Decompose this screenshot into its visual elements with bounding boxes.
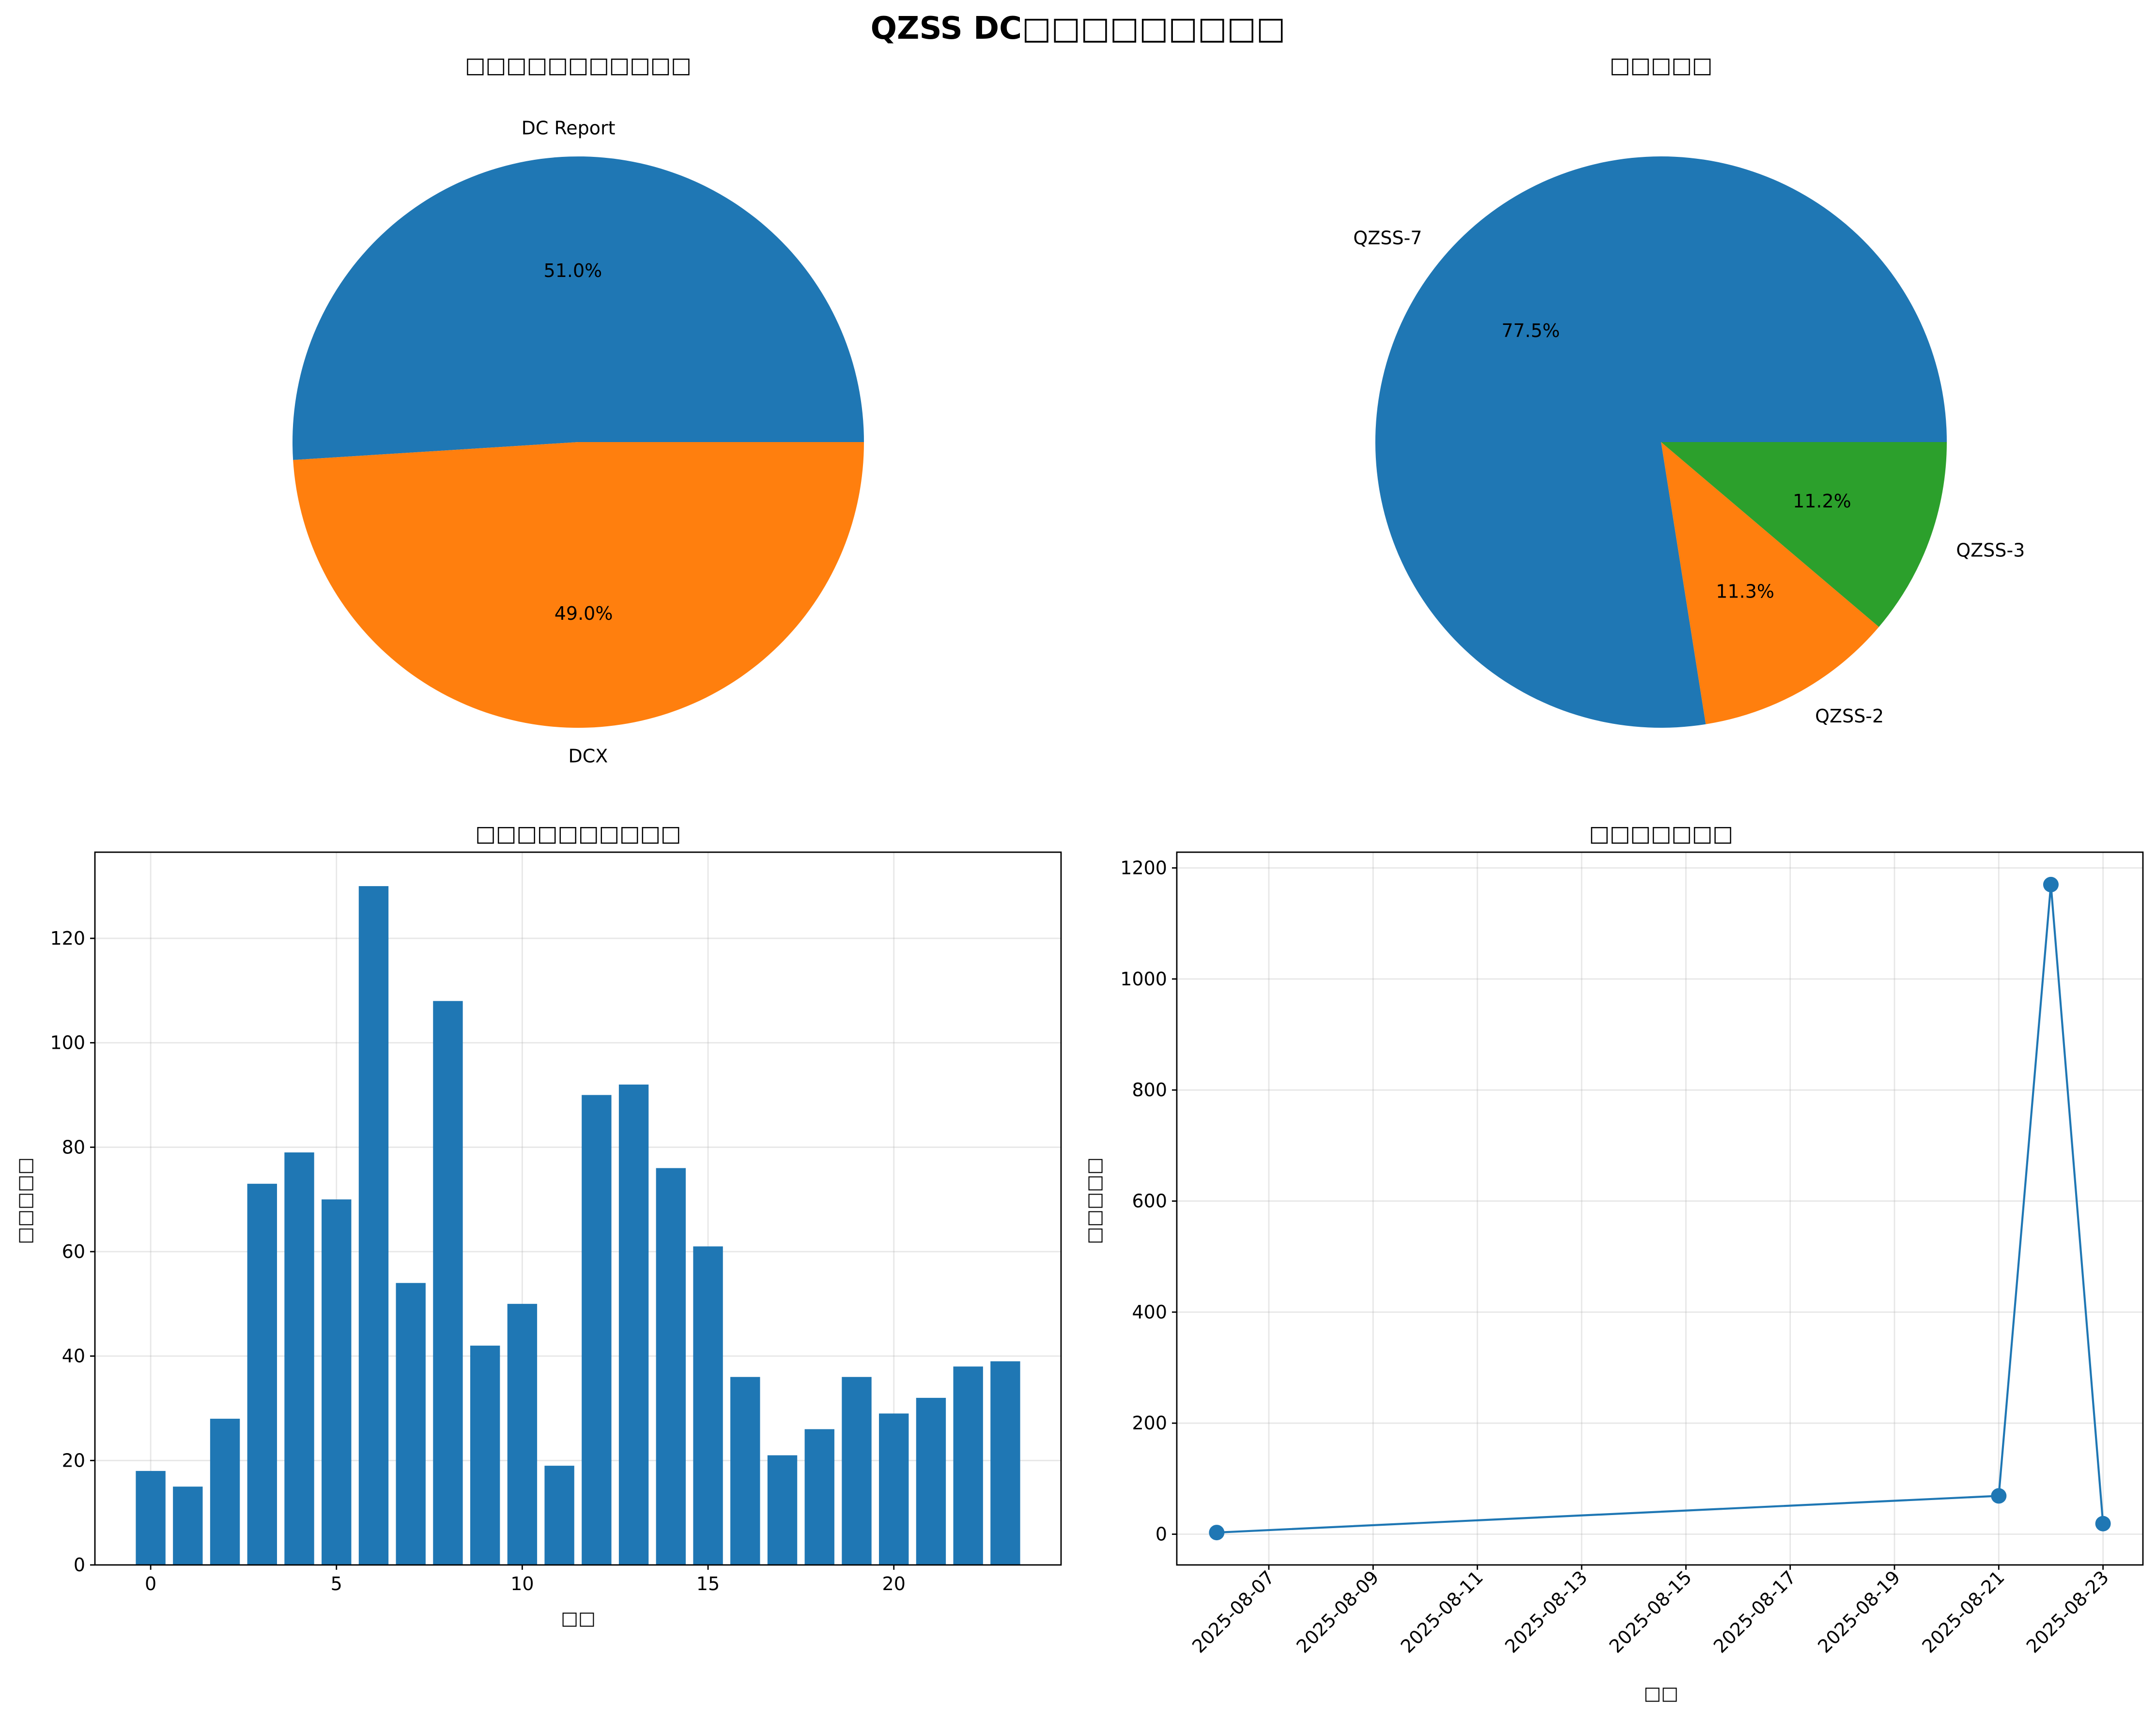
pie2-slice <box>1375 156 1947 728</box>
figure-suptitle: QZSS DC□□□□□□□□□ <box>871 11 1286 46</box>
bar-x-tick-label: 0 <box>145 1573 156 1594</box>
bar-y-tick-label: 20 <box>62 1450 85 1471</box>
bar-12 <box>582 1095 612 1565</box>
bar-x-axis-label: □□ <box>561 1608 596 1629</box>
pie1-percent-label: 51.0% <box>544 260 602 281</box>
bar-axes-frame <box>94 851 1062 1566</box>
bar-0 <box>136 1471 166 1565</box>
line-x-axis-label: □□ <box>1644 1683 1679 1704</box>
bar-22 <box>953 1366 983 1565</box>
pie1-slice <box>292 156 864 460</box>
bar-2 <box>210 1419 240 1565</box>
line-y-tick-label: 800 <box>1132 1079 1167 1101</box>
line-y-tick-label: 0 <box>1155 1524 1167 1545</box>
bar-x-tick-label: 15 <box>696 1573 720 1594</box>
line-point-2025-08-21 <box>1991 1488 2007 1504</box>
line-y-tick-label: 600 <box>1132 1191 1167 1212</box>
pie2-percent-label: 77.5% <box>1501 320 1560 341</box>
bar-1 <box>173 1486 203 1565</box>
bar-y-tick-label: 0 <box>74 1554 85 1576</box>
pie1-title: □□□□□□□□□□□ <box>465 52 692 78</box>
bar-x-tick-label: 5 <box>331 1573 342 1594</box>
line-y-axis-label: □□□□□ <box>1083 1157 1105 1244</box>
bar-15 <box>693 1246 723 1565</box>
bar-23 <box>990 1361 1020 1565</box>
bar-17 <box>767 1455 798 1565</box>
pie2-slice <box>1661 442 1879 724</box>
bar-21 <box>916 1397 946 1565</box>
line-y-tick-label: 400 <box>1132 1302 1167 1323</box>
bar-16 <box>730 1377 760 1565</box>
bar-20 <box>879 1413 909 1565</box>
bar-x-tick-label: 20 <box>882 1573 906 1594</box>
bar-3 <box>247 1183 277 1565</box>
bar-18 <box>804 1429 834 1565</box>
pie2-percent-label: 11.3% <box>1716 581 1774 602</box>
pie2-slice <box>1661 442 1947 627</box>
bar-y-tick-label: 60 <box>62 1241 85 1262</box>
line-title: □□□□□□□ <box>1589 821 1733 846</box>
line-axes-frame <box>1176 851 2144 1566</box>
line-y-tick-label: 1000 <box>1120 968 1167 990</box>
line-point-2025-08-06 <box>1209 1525 1225 1541</box>
bar-chart: □□□□□□□□□□ □□ □□□□□ 0 5 10 15 20 0 20 40 60 80 100… <box>14 821 1062 1629</box>
bar-y-axis-label: □□□□□ <box>14 1157 35 1244</box>
pie2-title: □□□□□ <box>1610 52 1713 78</box>
bar-19 <box>842 1377 872 1565</box>
bar-6 <box>358 886 389 1565</box>
bar-13 <box>618 1084 649 1565</box>
pie1-slice-label: DCX <box>568 746 608 767</box>
line-series <box>1217 884 2104 1534</box>
bar-x-tick-label: 10 <box>510 1573 534 1594</box>
pie2-slice-label: QZSS-3 <box>1956 540 2025 561</box>
bar-y-tick-label: 100 <box>50 1032 85 1054</box>
pie-chart-2: □□□□□ QZSS-7 77.5% QZSS-2 11.3% QZSS-3 11.2% <box>1353 52 2025 728</box>
pie2-percent-label: 11.2% <box>1793 490 1851 512</box>
bar-4 <box>284 1152 314 1565</box>
bar-11 <box>544 1466 574 1565</box>
bar-5 <box>322 1199 352 1565</box>
line-point-2025-08-22 <box>2043 876 2059 892</box>
pie-chart-1: □□□□□□□□□□□ DC Report 51.0% DCX 49.0% <box>292 52 864 767</box>
bar-y-tick-label: 40 <box>62 1346 85 1367</box>
bar-y-tick-label: 120 <box>50 928 85 949</box>
line-y-tick-label: 200 <box>1132 1412 1167 1434</box>
bar-8 <box>433 1001 463 1565</box>
line-point-2025-08-23 <box>2095 1516 2111 1532</box>
pie2-slice-label: QZSS-7 <box>1353 228 1422 249</box>
pie2-slice-label: QZSS-2 <box>1815 705 1884 727</box>
pie1-slice <box>293 442 864 728</box>
bar-14 <box>656 1168 686 1565</box>
bar-10 <box>507 1303 538 1565</box>
bar-title: □□□□□□□□□□ <box>475 821 681 846</box>
pie1-percent-label: 49.0% <box>554 603 613 624</box>
bar-9 <box>470 1346 500 1565</box>
bar-y-tick-label: 80 <box>62 1136 85 1158</box>
pie1-slice-label: DC Report <box>522 117 616 138</box>
bar-7 <box>396 1283 426 1565</box>
line-y-tick-label: 1200 <box>1120 858 1167 879</box>
